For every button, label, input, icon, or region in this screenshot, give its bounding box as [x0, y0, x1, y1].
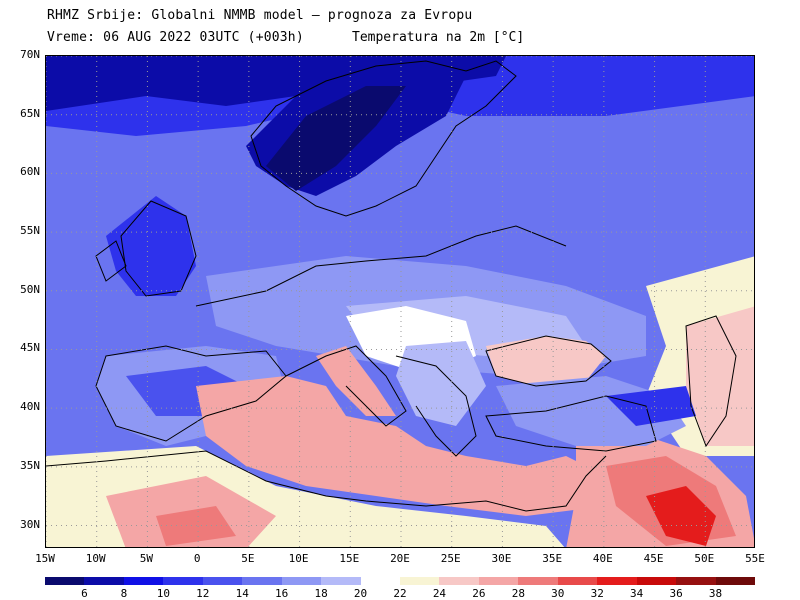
- latitude-label: 50N: [20, 282, 40, 296]
- colorbar-label: 6: [81, 587, 88, 600]
- colorbar-label: 12: [196, 587, 210, 600]
- british-isles-area: [106, 196, 196, 296]
- longitude-label: 0: [193, 552, 201, 565]
- colorbar-segment: [163, 577, 204, 585]
- black-sea-coast: [485, 335, 612, 387]
- colorbar-segment: [45, 577, 85, 585]
- longitude-label: 40E: [592, 552, 613, 565]
- colorbar-label: 24: [432, 587, 447, 600]
- longitude-label: 15W: [35, 552, 55, 565]
- britain-coast: [120, 200, 197, 297]
- colorbar-segment: [123, 577, 164, 585]
- longitude-label: 30E: [491, 552, 512, 565]
- caspian-coast: [685, 315, 737, 448]
- colorbar-label: 14: [235, 587, 249, 600]
- africa-coast: [46, 450, 607, 512]
- colorbar-segment: [518, 577, 559, 585]
- caspian-warm-area: [686, 306, 754, 446]
- longitude-label: 5W: [139, 552, 154, 565]
- turkey-coast: [485, 395, 657, 452]
- caucasus-cold-area: [606, 386, 696, 426]
- balkan-coast: [395, 355, 477, 457]
- variable-label: Temperatura na 2m [°C]: [352, 30, 525, 45]
- longitude-label: 25E: [440, 552, 461, 565]
- north-coast: [195, 225, 567, 307]
- colorbar-label: 38: [708, 587, 723, 600]
- latitude-label: 60N: [20, 165, 40, 179]
- latitude-label: 30N: [20, 517, 40, 531]
- colorbar-label: 18: [314, 587, 328, 600]
- temperature-map: [45, 55, 755, 548]
- italy-coast: [285, 345, 407, 427]
- colorbar-label: 32: [590, 587, 604, 600]
- longitude-label: 55E: [745, 552, 765, 565]
- colorbar-label: 16: [275, 587, 289, 600]
- colorbar-segment: [281, 577, 322, 585]
- ireland-coast: [95, 240, 127, 282]
- coastlines: [46, 60, 737, 512]
- colorbar-segment: [597, 577, 638, 585]
- longitude-label: 45E: [643, 552, 664, 565]
- longitude-label: 10E: [288, 552, 309, 565]
- colorbar-segment: [478, 577, 519, 585]
- latitude-label: 35N: [20, 458, 40, 472]
- iberia-coast: [95, 345, 287, 442]
- colorbar-label: 10: [156, 587, 170, 600]
- latitude-label: 70N: [20, 48, 40, 61]
- colorbar-label: 30: [551, 587, 565, 600]
- colorbar-segment: [557, 577, 598, 585]
- colorbar-segment: [242, 577, 283, 585]
- colorbar-label: 22: [393, 587, 407, 600]
- latitude-label: 45N: [20, 341, 40, 355]
- colorbar-segment: [360, 577, 401, 585]
- map-title: RHMZ Srbije: Globalni NMMB model — progn…: [47, 8, 473, 23]
- longitude-label: 15E: [339, 552, 360, 565]
- iraq-very-hot-area: [646, 486, 716, 546]
- forecast-time: Vreme: 06 AUG 2022 03UTC (+003h): [47, 30, 304, 45]
- latitude-label: 65N: [20, 106, 40, 120]
- scandinavia-coast: [250, 60, 517, 217]
- latitude-label: 40N: [20, 400, 40, 414]
- colorbar-segment: [84, 577, 125, 585]
- longitude-label: 5E: [241, 552, 255, 565]
- colorbar-segment: [202, 577, 243, 585]
- norway-coldest-area: [266, 86, 406, 191]
- colorbar-segment: [676, 577, 717, 585]
- colorbar-segment: [439, 577, 480, 585]
- colorbar-segment: [715, 577, 756, 585]
- colorbar-segment: [321, 577, 362, 585]
- adriatic-tyrrhenian-area: [316, 346, 396, 416]
- colorbar-label: 34: [630, 587, 644, 600]
- latitude-label: 55N: [20, 224, 40, 238]
- colorbar: [45, 577, 756, 585]
- colorbar-label: 28: [511, 587, 525, 600]
- colorbar-label: 36: [669, 587, 683, 600]
- black-sea-area: [486, 336, 606, 386]
- colorbar-segment: [400, 577, 440, 585]
- longitude-label: 35E: [542, 552, 563, 565]
- colorbar-label: 8: [120, 587, 128, 600]
- longitude-label: 10W: [85, 552, 106, 565]
- colorbar-segment: [636, 577, 677, 585]
- balkans-mild-area: [396, 341, 486, 426]
- colorbar-label: 20: [353, 587, 368, 600]
- graticule: [46, 56, 754, 547]
- longitude-label: 50E: [694, 552, 715, 565]
- map-canvas: [46, 56, 754, 547]
- colorbar-label: 26: [472, 587, 486, 600]
- longitude-label: 20E: [390, 552, 410, 565]
